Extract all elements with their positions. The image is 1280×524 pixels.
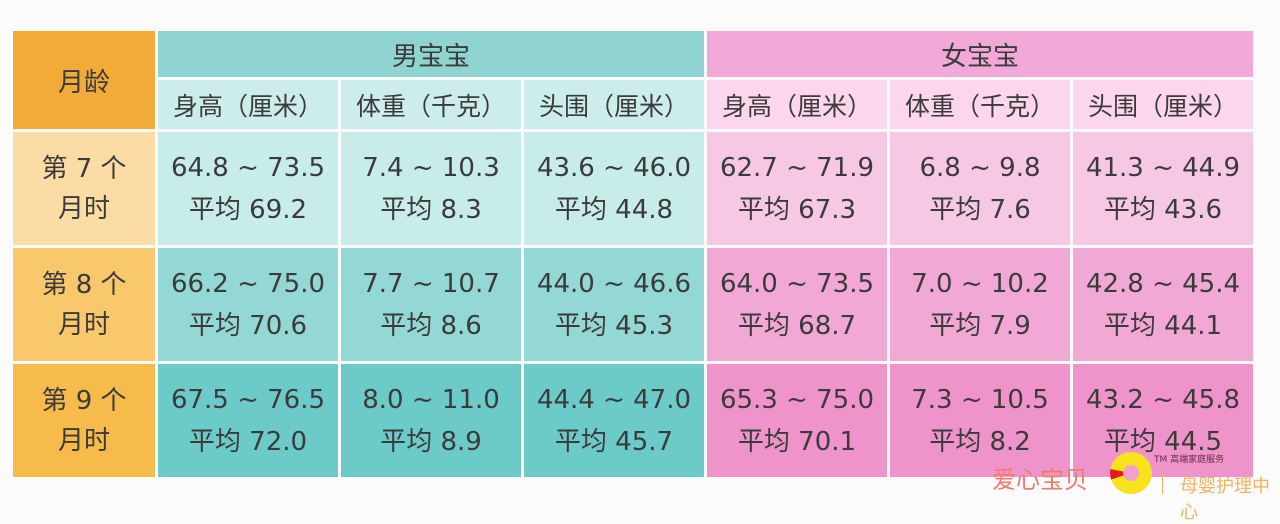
watermark-brand: 爱心宝贝 <box>992 466 1088 494</box>
data-cell: 43.6 ~ 46.0 平均 44.8 <box>524 132 704 245</box>
girls-header: 女宝宝 <box>707 31 1253 77</box>
month-cell: 第 9 个月时 <box>13 364 155 477</box>
table-row: 第 9 个月时 67.5 ~ 76.5 平均 72.0 8.0 ~ 11.0 平均 … <box>13 364 1253 477</box>
average: 平均 67.3 <box>737 194 857 225</box>
month-line2: 月时 <box>57 425 110 456</box>
col-header-girl-weight: 体重（千克） <box>890 80 1070 129</box>
average: 平均 43.6 <box>1103 194 1223 225</box>
range: 7.4 ~ 10.3 <box>362 152 500 183</box>
average: 平均 44.1 <box>1103 310 1223 341</box>
data-cell: 66.2 ~ 75.0 平均 70.6 <box>158 248 338 361</box>
col-header-boy-head: 头围（厘米） <box>524 80 704 129</box>
range: 62.7 ~ 71.9 <box>719 152 875 183</box>
average: 平均 44.5 <box>1103 426 1223 457</box>
divider <box>1162 472 1163 494</box>
range: 44.4 ~ 47.0 <box>536 384 692 415</box>
month-line2: 月时 <box>57 309 110 340</box>
range: 8.0 ~ 11.0 <box>362 384 500 415</box>
range: 43.6 ~ 46.0 <box>536 152 692 183</box>
average: 平均 8.3 <box>380 194 482 225</box>
range: 7.7 ~ 10.7 <box>362 268 500 299</box>
month-header: 月龄 <box>13 31 155 129</box>
average: 平均 7.9 <box>929 310 1031 341</box>
average: 平均 45.3 <box>554 310 674 341</box>
month-line1: 第 7 个 <box>41 153 127 184</box>
range: 6.8 ~ 9.8 <box>919 152 1041 183</box>
data-cell: 67.5 ~ 76.5 平均 72.0 <box>158 364 338 477</box>
col-header-boy-height: 身高（厘米） <box>158 80 338 129</box>
range: 7.0 ~ 10.2 <box>911 268 1049 299</box>
watermark: 爱心宝贝 TM 高端家庭服务 母婴护理中心 <box>990 452 1280 523</box>
data-cell: 7.3 ~ 10.5 平均 8.2 <box>890 364 1070 477</box>
range: 44.0 ~ 46.6 <box>536 268 692 299</box>
col-header-girl-head: 头围（厘米） <box>1073 80 1253 129</box>
range: 67.5 ~ 76.5 <box>170 384 326 415</box>
average: 平均 70.1 <box>737 426 857 457</box>
range: 41.3 ~ 44.9 <box>1085 152 1241 183</box>
average: 平均 70.6 <box>188 310 308 341</box>
data-cell: 7.4 ~ 10.3 平均 8.3 <box>341 132 521 245</box>
month-line1: 第 8 个 <box>41 269 127 300</box>
month-line2: 月时 <box>57 193 110 224</box>
average: 平均 8.2 <box>929 426 1031 457</box>
average: 平均 7.6 <box>929 194 1031 225</box>
data-cell: 44.4 ~ 47.0 平均 45.7 <box>524 364 704 477</box>
range: 64.8 ~ 73.5 <box>170 152 326 183</box>
data-cell: 7.0 ~ 10.2 平均 7.9 <box>890 248 1070 361</box>
range: 64.0 ~ 73.5 <box>719 268 875 299</box>
data-cell: 8.0 ~ 11.0 平均 8.9 <box>341 364 521 477</box>
data-cell: 41.3 ~ 44.9 平均 43.6 <box>1073 132 1253 245</box>
average: 平均 68.7 <box>737 310 857 341</box>
average: 平均 69.2 <box>188 194 308 225</box>
col-header-boy-weight: 体重（千克） <box>341 80 521 129</box>
range: 66.2 ~ 75.0 <box>170 268 326 299</box>
average: 平均 44.8 <box>554 194 674 225</box>
boys-header: 男宝宝 <box>158 31 704 77</box>
range: 65.3 ~ 75.0 <box>719 384 875 415</box>
data-cell: 64.0 ~ 73.5 平均 68.7 <box>707 248 887 361</box>
sun-logo-icon <box>1110 452 1152 494</box>
data-cell: 7.7 ~ 10.7 平均 8.6 <box>341 248 521 361</box>
range: 43.2 ~ 45.8 <box>1085 384 1241 415</box>
average: 平均 72.0 <box>188 426 308 457</box>
data-cell: 42.8 ~ 45.4 平均 44.1 <box>1073 248 1253 361</box>
data-cell: 6.8 ~ 9.8 平均 7.6 <box>890 132 1070 245</box>
col-header-girl-height: 身高（厘米） <box>707 80 887 129</box>
range: 7.3 ~ 10.5 <box>911 384 1049 415</box>
range: 42.8 ~ 45.4 <box>1085 268 1241 299</box>
average: 平均 8.6 <box>380 310 482 341</box>
average: 平均 8.9 <box>380 426 482 457</box>
watermark-center: 母婴护理中心 <box>1180 476 1270 523</box>
table-row: 第 8 个月时 66.2 ~ 75.0 平均 70.6 7.7 ~ 10.7 平均 … <box>13 248 1253 361</box>
growth-table: 月龄 男宝宝 女宝宝 身高（厘米） 体重（千克） 头围（厘米） 身高（厘米） 体… <box>10 28 1256 480</box>
month-line1: 第 9 个 <box>41 385 127 416</box>
data-cell: 62.7 ~ 71.9 平均 67.3 <box>707 132 887 245</box>
data-cell: 64.8 ~ 73.5 平均 69.2 <box>158 132 338 245</box>
data-cell: 65.3 ~ 75.0 平均 70.1 <box>707 364 887 477</box>
month-cell: 第 7 个月时 <box>13 132 155 245</box>
average: 平均 45.7 <box>554 426 674 457</box>
data-cell: 43.2 ~ 45.8 平均 44.5 <box>1073 364 1253 477</box>
watermark-small-text: TM 高端家庭服务 <box>1154 455 1225 465</box>
table-row: 第 7 个月时 64.8 ~ 73.5 平均 69.2 7.4 ~ 10.3 平均 … <box>13 132 1253 245</box>
data-cell: 44.0 ~ 46.6 平均 45.3 <box>524 248 704 361</box>
month-cell: 第 8 个月时 <box>13 248 155 361</box>
